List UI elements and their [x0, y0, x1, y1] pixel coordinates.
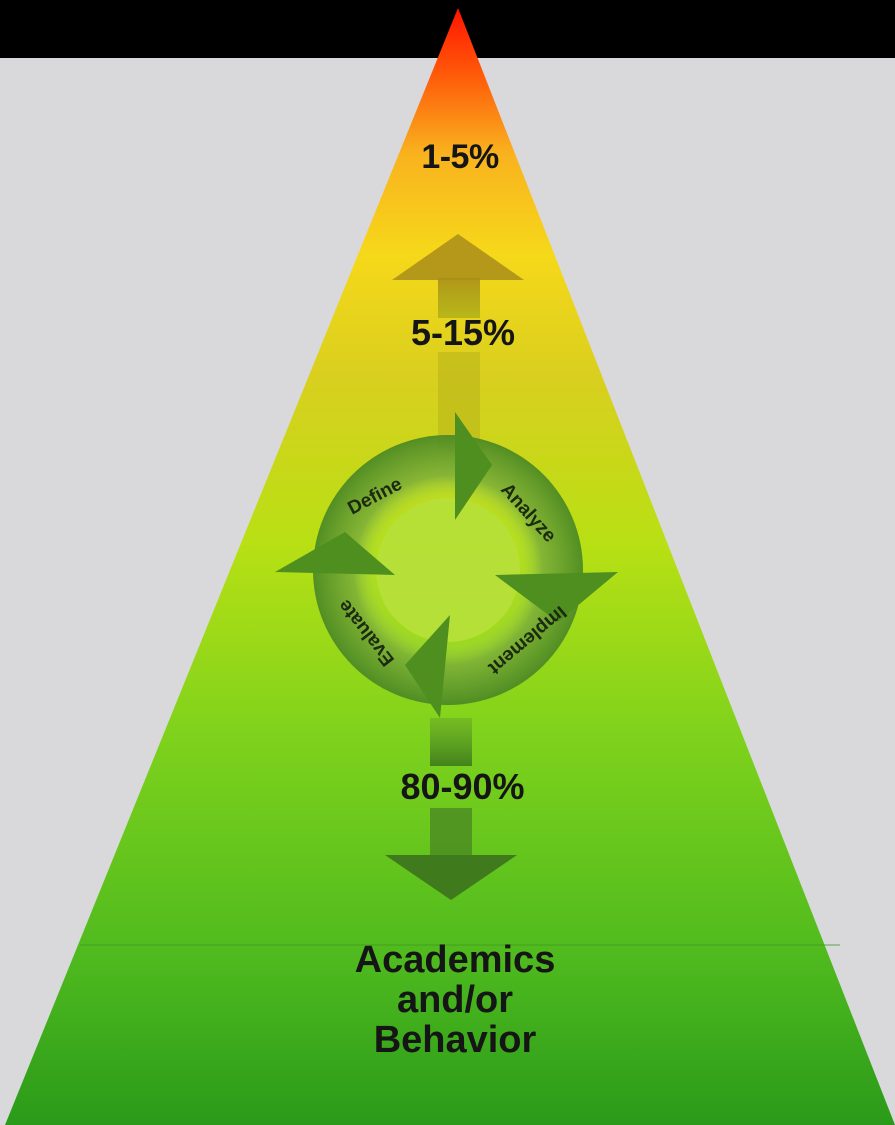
implement-arrowhead-icon	[405, 615, 450, 718]
base-title-line-3: Behavior	[373, 1019, 537, 1061]
tier-label-middle: 5-15%	[410, 312, 516, 353]
cycle-ring	[313, 435, 583, 705]
tier-label-top: 1-5%	[421, 138, 499, 176]
analyze-arrowhead-icon	[495, 572, 618, 622]
base-title-line-1: Academics	[354, 939, 556, 981]
define-arrowhead-icon	[455, 412, 492, 520]
evaluate-arrowhead-icon	[275, 532, 395, 575]
base-title-line-2: and/or	[396, 979, 514, 1021]
up-arrow-icon	[392, 234, 524, 318]
tier-label-base: 80-90%	[400, 766, 525, 807]
down-arrow-icon	[385, 718, 517, 900]
base-title: Academics and/or Behavior	[290, 940, 620, 1060]
